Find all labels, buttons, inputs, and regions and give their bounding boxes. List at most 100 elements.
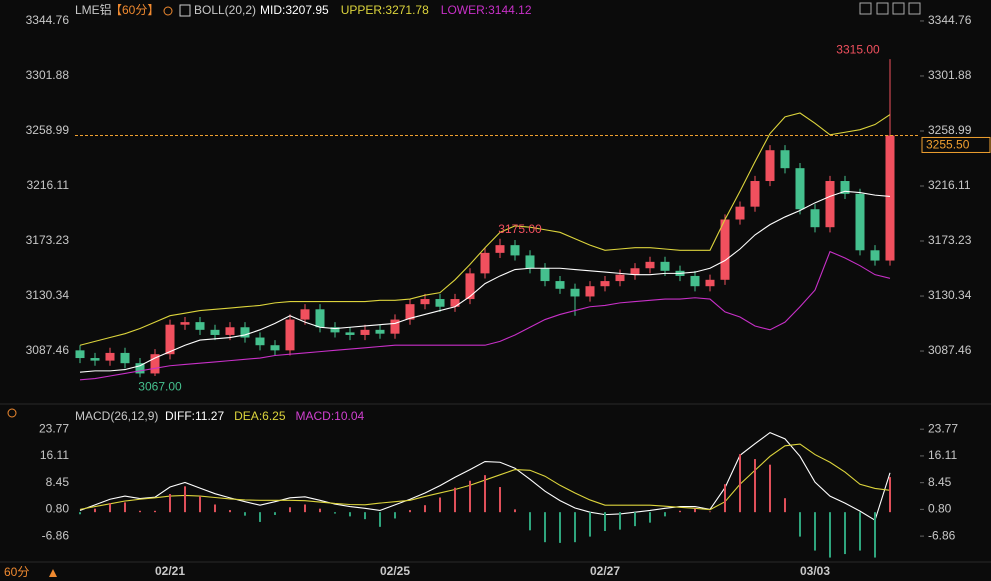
- candle-body: [180, 322, 190, 325]
- toggle-icon[interactable]: [163, 6, 173, 16]
- button[interactable]: [908, 2, 921, 15]
- settings-icon[interactable]: [7, 408, 17, 418]
- candle-body: [555, 281, 565, 289]
- macd-line: [79, 431, 891, 522]
- legend-entry: DIFF:11.27: [165, 409, 224, 423]
- candle-body: [645, 261, 655, 269]
- candle-body: [315, 309, 325, 328]
- candle-body: [585, 286, 595, 297]
- x-tick-label: 02/27: [590, 564, 620, 578]
- candle-body: [270, 345, 280, 351]
- y-tick-label: 3087.46: [26, 343, 70, 357]
- y-tick-label: 23.77: [39, 421, 69, 435]
- candle-body: [525, 255, 535, 269]
- candle-body: [810, 209, 820, 228]
- x-tick-label: 02/21: [155, 564, 185, 578]
- y-tick-label: 3258.99: [26, 123, 70, 137]
- candle-body: [495, 245, 505, 253]
- candle-body: [825, 181, 835, 228]
- boll-line: [79, 250, 891, 381]
- last-price-box: [921, 136, 991, 153]
- candle-body: [660, 261, 670, 271]
- y-tick-label: 3301.88: [26, 68, 70, 82]
- last-price-label: 3255.50: [926, 138, 970, 152]
- candle-body: [630, 268, 640, 275]
- legend-entry: DEA:6.25: [234, 409, 286, 423]
- legend-entry: MID:3207.95: [260, 3, 329, 17]
- candle-body: [195, 322, 205, 330]
- x-tick-label: 02/25: [380, 564, 410, 578]
- legend-entry: LOWER:3144.12: [441, 3, 532, 17]
- candle-body: [285, 319, 295, 351]
- y-tick-label: 3344.76: [928, 13, 972, 27]
- candle-body: [795, 168, 805, 210]
- boll-line: [79, 190, 891, 373]
- y-tick-label: 3301.88: [928, 68, 972, 82]
- candle-body: [480, 252, 490, 274]
- button[interactable]: [892, 2, 905, 15]
- y-tick-label: 3344.76: [26, 13, 70, 27]
- candle-body: [330, 327, 340, 333]
- y-tick-label: 23.77: [928, 421, 958, 435]
- indicator-icon[interactable]: [179, 4, 191, 17]
- y-tick-label: -6.86: [42, 528, 70, 542]
- candle-body: [345, 332, 355, 335]
- candle-body: [210, 329, 220, 335]
- candle-body: [120, 352, 130, 364]
- candle-body: [780, 150, 790, 169]
- candle-body: [870, 250, 880, 261]
- candle-body: [90, 358, 100, 361]
- y-tick-label: 3173.23: [928, 233, 972, 247]
- candle-body: [570, 288, 580, 297]
- candle-body: [375, 329, 385, 334]
- candle-body: [105, 352, 115, 361]
- candle-body: [615, 274, 625, 282]
- window-buttons: [859, 2, 921, 15]
- candle-body: [300, 309, 310, 320]
- y-tick-label: 3087.46: [928, 343, 972, 357]
- extreme-label: 3067.00: [138, 379, 182, 393]
- y-tick-label: 3216.11: [27, 178, 70, 192]
- button[interactable]: [859, 2, 872, 15]
- chart-title: LME铝: [75, 2, 112, 17]
- candle-body: [750, 181, 760, 207]
- y-tick-label: 0.80: [928, 502, 952, 516]
- y-tick-label: -6.86: [928, 528, 956, 542]
- candle-body: [75, 350, 85, 359]
- extreme-label: 3175.00: [498, 222, 542, 236]
- candle-body: [720, 219, 730, 280]
- y-tick-label: 8.45: [46, 475, 70, 489]
- y-tick-label: 16.11: [40, 448, 69, 462]
- candle-body: [885, 135, 895, 261]
- candle-body: [390, 319, 400, 334]
- indicator: BOLL(20,2): [194, 3, 256, 17]
- candle-body: [420, 299, 430, 305]
- candle-body: [150, 354, 160, 374]
- candle-body: [765, 150, 775, 182]
- y-tick-label: 3130.34: [26, 288, 70, 302]
- candle-body: [225, 327, 235, 335]
- macd-title: MACD(26,12,9): [75, 409, 158, 423]
- extreme-label: 3315.00: [836, 42, 880, 56]
- candle-body: [735, 206, 745, 220]
- y-tick-label: 3130.34: [928, 288, 972, 302]
- candle-body: [135, 363, 145, 374]
- candle-body: [855, 193, 865, 251]
- period-arrow[interactable]: [49, 569, 57, 577]
- y-tick-label: 3216.11: [928, 178, 971, 192]
- candle-body: [450, 299, 460, 307]
- button[interactable]: [876, 2, 889, 15]
- y-tick-label: 3173.23: [26, 233, 70, 247]
- candle-body: [465, 273, 475, 300]
- candle-body: [705, 279, 715, 287]
- candle-body: [600, 281, 610, 287]
- candle-body: [540, 268, 550, 282]
- candle-body: [510, 245, 520, 256]
- y-tick-label: 3258.99: [928, 123, 972, 137]
- period-button[interactable]: 60分: [4, 565, 29, 579]
- candle-body: [690, 275, 700, 287]
- candle-body: [360, 329, 370, 335]
